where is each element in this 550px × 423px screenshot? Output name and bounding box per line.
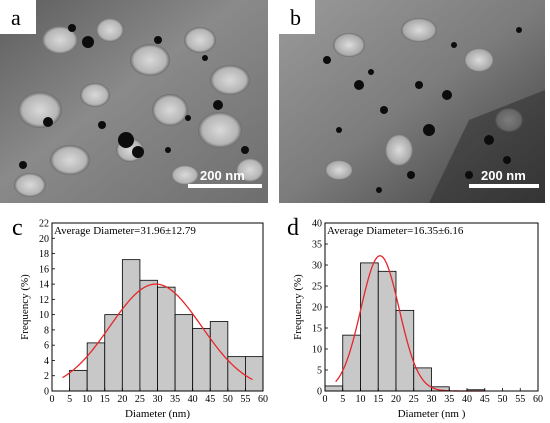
histogram-bar bbox=[86, 342, 106, 392]
x-tick-label: 45 bbox=[480, 394, 490, 405]
x-tick-label: 40 bbox=[462, 394, 472, 405]
histogram-bar bbox=[209, 321, 229, 392]
scale-bar-label-a: 200 nm bbox=[200, 168, 245, 183]
panel-label-b: b bbox=[290, 5, 301, 30]
y-axis-title: Frequency (%) bbox=[292, 274, 304, 340]
x-tick-label: 0 bbox=[323, 394, 328, 405]
histogram-bar bbox=[174, 314, 194, 392]
x-tick-label: 5 bbox=[340, 394, 345, 405]
y-tick-label: 5 bbox=[317, 366, 322, 377]
micrograph-b-image: b 200 nm bbox=[279, 0, 545, 203]
panel-label-a: a bbox=[11, 5, 21, 30]
y-tick-label: 6 bbox=[44, 341, 49, 352]
y-tick-label: 15 bbox=[312, 324, 322, 335]
average-diameter-annotation: Average Diameter=31.96±12.79 bbox=[54, 225, 196, 237]
micrograph-a-image: a 200 nm bbox=[0, 0, 268, 203]
histogram-panel-c: c 0 5 10 15 20 25 30 35 40 45 50 55 60 0 2 4 6 8 10 12 14 16 1… bbox=[0, 210, 275, 423]
x-tick-label: 25 bbox=[135, 394, 145, 405]
panel-label-d: d bbox=[287, 215, 299, 241]
y-tick-label: 0 bbox=[44, 387, 49, 398]
histogram-bar bbox=[69, 369, 88, 392]
x-tick-label: 15 bbox=[100, 394, 110, 405]
x-axis-title: Diameter (nm ) bbox=[398, 408, 466, 420]
gaussian-fit-curve bbox=[62, 283, 253, 381]
histogram-bar bbox=[324, 385, 344, 392]
histogram-bar bbox=[245, 356, 264, 392]
y-tick-label: 0 bbox=[317, 387, 322, 398]
y-tick-label: 4 bbox=[44, 356, 49, 367]
x-axis-title: Diameter (nm) bbox=[125, 408, 190, 420]
y-tick-label: 2 bbox=[44, 371, 49, 382]
x-tick-label: 60 bbox=[533, 394, 543, 405]
y-tick-label: 30 bbox=[312, 261, 322, 272]
x-tick-label: 30 bbox=[427, 394, 437, 405]
x-tick-label: 10 bbox=[356, 394, 366, 405]
y-tick-label: 20 bbox=[312, 303, 322, 314]
y-tick-label: 8 bbox=[44, 325, 49, 336]
x-tick-label: 10 bbox=[82, 394, 92, 405]
histogram-panel-d: d 0 5 10 15 20 25 30 35 40 45 50 55 60 0 5 10 15 20 25 30 35… bbox=[277, 210, 550, 423]
vesicles-a bbox=[14, 18, 264, 197]
average-diameter-annotation: Average Diameter=16.35±6.16 bbox=[327, 225, 464, 237]
x-tick-label: 55 bbox=[515, 394, 525, 405]
histogram-chart-d: 0 5 10 15 20 25 30 35 40 45 50 55 60 0 5 10 15 20 25 30 35 40… bbox=[292, 219, 543, 421]
y-tick-label: 16 bbox=[39, 264, 49, 275]
x-tick-label: 5 bbox=[67, 394, 72, 405]
scale-bar-label-b: 200 nm bbox=[481, 168, 526, 183]
y-tick-label: 14 bbox=[39, 280, 49, 291]
x-tick-label: 50 bbox=[223, 394, 233, 405]
x-tick-label: 35 bbox=[170, 394, 180, 405]
histogram-bar bbox=[139, 279, 158, 392]
panel-label-c: c bbox=[12, 215, 23, 241]
x-tick-label: 25 bbox=[409, 394, 419, 405]
y-tick-label: 10 bbox=[312, 345, 322, 356]
y-tick-label: 22 bbox=[39, 219, 49, 230]
histogram-bar bbox=[360, 262, 379, 392]
x-tick-label: 30 bbox=[153, 394, 163, 405]
x-tick-label: 15 bbox=[373, 394, 383, 405]
histogram-bar bbox=[104, 314, 123, 392]
x-tick-label: 55 bbox=[240, 394, 250, 405]
y-tick-label: 35 bbox=[312, 240, 322, 251]
y-tick-label: 40 bbox=[312, 219, 322, 230]
histogram-bar bbox=[395, 309, 415, 392]
x-tick-label: 35 bbox=[444, 394, 454, 405]
histogram-bar bbox=[157, 286, 176, 392]
micrograph-a: a 200 nm bbox=[0, 0, 268, 203]
y-tick-label: 25 bbox=[312, 282, 322, 293]
nanoparticles-a bbox=[19, 24, 249, 169]
x-tick-label: 20 bbox=[391, 394, 401, 405]
nanoparticles-b bbox=[323, 27, 522, 193]
y-tick-label: 10 bbox=[39, 310, 49, 321]
x-tick-label: 40 bbox=[188, 394, 198, 405]
y-tick-label: 20 bbox=[39, 234, 49, 245]
histogram-bar bbox=[121, 259, 141, 392]
x-tick-label: 60 bbox=[258, 394, 268, 405]
histogram-chart-c: 0 5 10 15 20 25 30 35 40 45 50 55 60 0 2 4 6 8 10 12 14 16 18 2… bbox=[19, 219, 268, 421]
y-axis-title: Frequency (%) bbox=[19, 274, 31, 340]
y-tick-label: 18 bbox=[39, 249, 49, 260]
histogram-bar bbox=[192, 327, 211, 392]
x-tick-label: 0 bbox=[50, 394, 55, 405]
x-tick-label: 20 bbox=[117, 394, 127, 405]
micrograph-b: b 200 nm bbox=[279, 0, 545, 203]
x-tick-label: 45 bbox=[205, 394, 215, 405]
x-tick-label: 50 bbox=[498, 394, 508, 405]
histogram-bar bbox=[377, 270, 397, 392]
y-tick-label: 12 bbox=[39, 295, 49, 306]
